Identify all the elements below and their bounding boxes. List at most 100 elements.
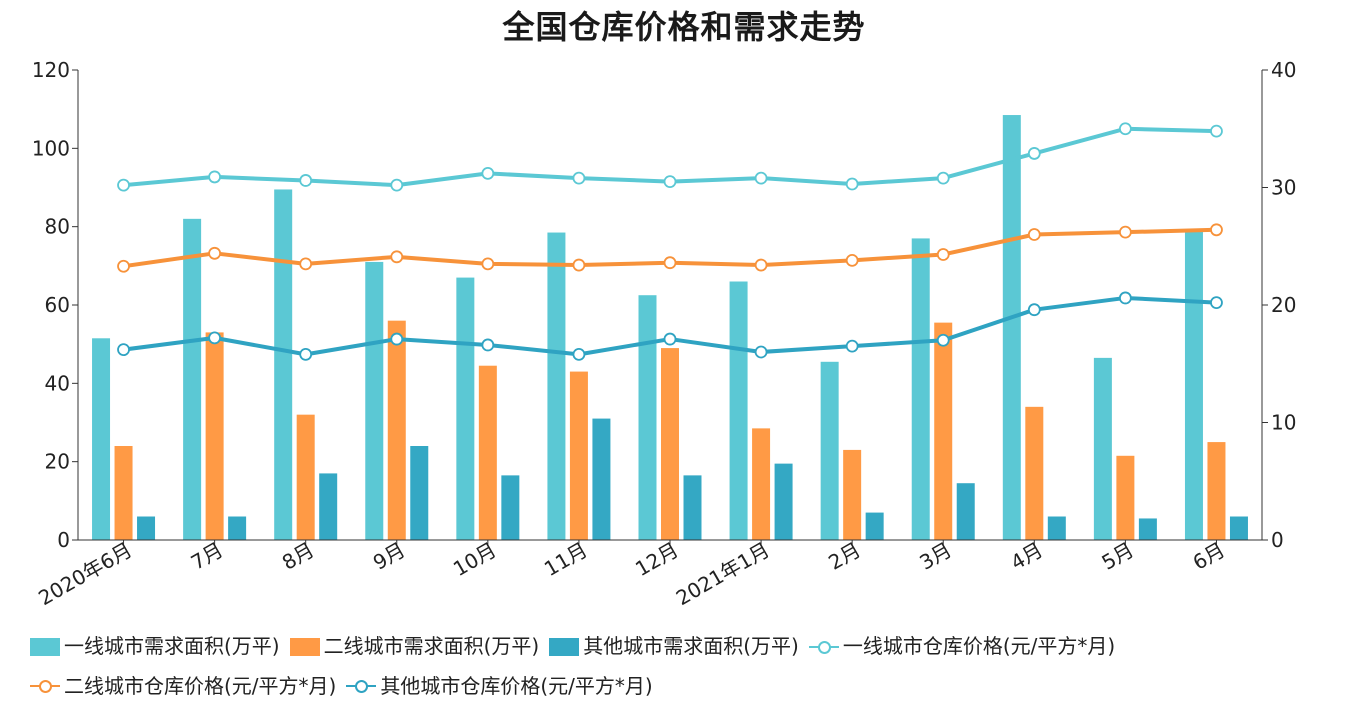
point-series1-10: [1027, 147, 1041, 160]
bar-series1-10: [1002, 115, 1021, 541]
point-series3-12: [1210, 296, 1223, 310]
legend-label: 二线城市仓库价格(元/平方*月): [64, 673, 337, 698]
legend-item-line-2[interactable]: 其他城市仓库价格(元/平方*月): [346, 668, 653, 705]
legend-swatch: [30, 637, 60, 656]
bar-series3-4: [501, 475, 520, 540]
point-series1-4: [481, 166, 495, 180]
bar-series3-6: [683, 475, 702, 540]
bar-series2-11: [1116, 455, 1135, 540]
y-left-tick-label: 40: [45, 371, 70, 395]
point-series1-2: [299, 174, 313, 187]
legend-label: 二线城市需求面积(万平): [323, 634, 540, 658]
legend-item-bar-0[interactable]: 一线城市需求面积(万平): [30, 628, 280, 665]
point-series3-1: [208, 331, 222, 345]
bars-layer: [92, 115, 1248, 541]
chart-title: 全国仓库价格和需求走势: [502, 8, 866, 46]
legend-label: 一线城市仓库价格(元/平方*月): [842, 634, 1116, 658]
legend: 一线城市需求面积(万平) 二线城市需求面积(万平) 其他城市需求面积(万平) 一线城市…: [30, 628, 1350, 707]
bar-series1-1: [183, 218, 202, 541]
point-series2-6: [663, 256, 677, 270]
point-series2-2: [299, 257, 313, 271]
legend-swatch: [346, 677, 377, 695]
legend-item-bar-2[interactable]: 其他城市需求面积(万平): [549, 628, 799, 665]
bar-series3-8: [865, 512, 884, 540]
bar-series2-10: [1025, 406, 1044, 540]
point-series2-5: [572, 258, 586, 272]
bar-series2-1: [205, 332, 224, 540]
x-tick-label: 2020年6月: [34, 538, 136, 611]
y-right-tick-label: 10: [1271, 411, 1296, 435]
point-series2-0: [117, 259, 130, 273]
bar-series1-12: [1184, 230, 1203, 541]
point-series3-3: [390, 332, 404, 346]
point-series3-8: [845, 339, 859, 353]
point-series2-10: [1027, 228, 1041, 241]
point-series1-9: [936, 171, 950, 185]
point-series3-6: [663, 332, 677, 346]
lines-layer: [117, 122, 1223, 361]
point-series1-6: [663, 175, 677, 189]
bar-series1-11: [1093, 357, 1112, 540]
point-series1-12: [1210, 124, 1223, 138]
point-series2-1: [208, 246, 222, 260]
point-series3-7: [754, 345, 768, 359]
point-series3-4: [481, 338, 495, 352]
x-tick-label: 10月: [449, 538, 500, 582]
point-series1-11: [1118, 122, 1132, 136]
x-tick-label: 11月: [540, 538, 591, 582]
x-tick-label: 8月: [278, 538, 318, 575]
bar-series1-3: [365, 261, 384, 540]
x-tick-label: 7月: [187, 538, 227, 575]
y-left-tick-label: 80: [45, 215, 70, 239]
point-series2-11: [1118, 225, 1132, 239]
bar-series1-4: [456, 277, 475, 540]
point-series2-4: [481, 257, 495, 271]
bar-series2-3: [387, 320, 406, 540]
bar-series3-1: [228, 516, 247, 540]
point-series3-10: [1027, 303, 1041, 317]
legend-swatch: [30, 677, 60, 695]
point-series3-0: [117, 343, 130, 357]
x-tick-label: 5月: [1098, 538, 1138, 575]
x-tick-label: 6月: [1189, 538, 1229, 575]
bar-series2-9: [934, 322, 953, 540]
x-tick-label: 9月: [369, 538, 409, 575]
bar-series3-7: [774, 463, 793, 540]
x-tick-label: 4月: [1006, 538, 1046, 575]
bar-series3-3: [410, 446, 429, 540]
point-series3-5: [572, 347, 586, 361]
bar-series1-2: [274, 189, 293, 541]
bar-series2-0: [114, 446, 133, 540]
legend-label: 其他城市仓库价格(元/平方*月): [380, 673, 653, 698]
point-series2-7: [754, 258, 768, 272]
y-left-tick-label: 100: [32, 136, 70, 160]
legend-item-line-1[interactable]: 二线城市仓库价格(元/平方*月): [30, 668, 336, 705]
y-right-tick-label: 30: [1271, 176, 1296, 200]
y-right-tick-label: 0: [1271, 528, 1284, 552]
point-series3-11: [1118, 291, 1132, 305]
bar-series2-7: [752, 428, 771, 540]
y-left-tick-label: 120: [32, 58, 70, 82]
bar-series2-4: [478, 365, 497, 540]
point-series1-7: [754, 171, 768, 185]
legend-item-bar-1[interactable]: 二线城市需求面积(万平): [289, 628, 540, 665]
point-series3-9: [936, 333, 950, 347]
bar-series3-11: [1138, 518, 1157, 540]
point-series1-0: [117, 178, 130, 192]
point-series1-8: [845, 177, 859, 191]
legend-item-line-0[interactable]: 一线城市仓库价格(元/平方*月): [808, 628, 1116, 665]
point-series2-9: [936, 248, 950, 261]
x-tick-label: 3月: [915, 538, 955, 575]
point-series2-12: [1210, 223, 1223, 237]
bar-series3-12: [1229, 516, 1248, 540]
bar-series2-6: [661, 348, 679, 540]
y-left-tick-label: 20: [45, 450, 70, 474]
bar-series1-0: [92, 338, 111, 540]
point-series2-3: [390, 250, 404, 264]
point-series1-3: [390, 178, 404, 192]
bar-series1-9: [911, 238, 930, 540]
legend-label: 其他城市需求面积(万平): [583, 634, 799, 658]
y-right-tick-label: 20: [1271, 293, 1296, 317]
x-tick-label: 2月: [824, 538, 864, 575]
